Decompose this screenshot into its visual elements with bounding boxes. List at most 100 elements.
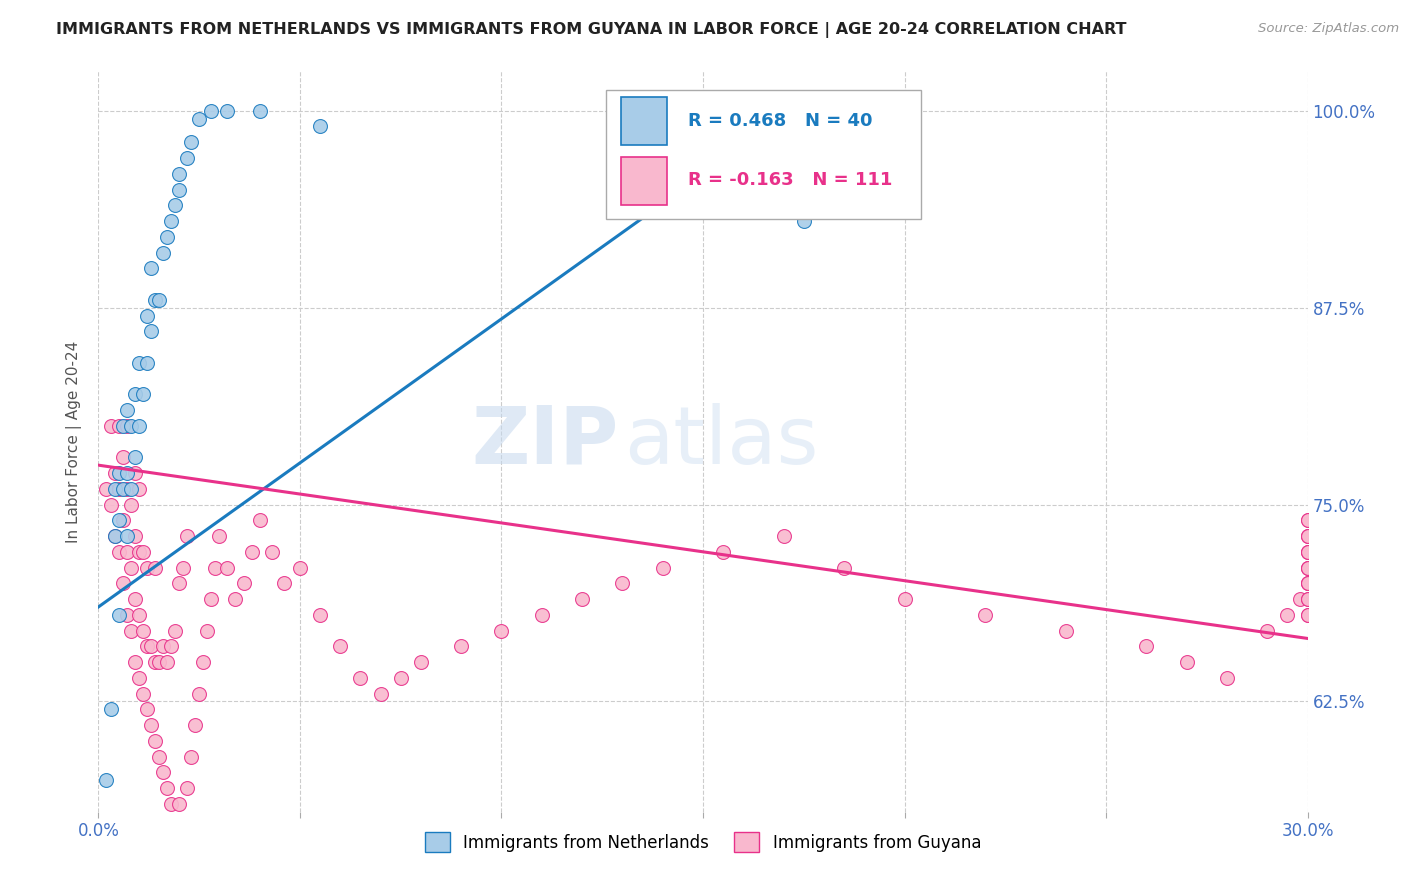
- Point: [232, 576, 254, 591]
- Point: [1296, 592, 1319, 607]
- Point: [349, 671, 371, 685]
- Point: [167, 182, 190, 196]
- Point: [167, 167, 190, 181]
- Point: [1175, 655, 1198, 669]
- Point: [120, 624, 142, 638]
- Point: [100, 498, 122, 512]
- Point: [111, 450, 134, 465]
- Point: [135, 640, 157, 654]
- Point: [120, 418, 142, 433]
- Point: [115, 466, 138, 480]
- Point: [111, 482, 134, 496]
- Point: [132, 687, 155, 701]
- Point: [120, 560, 142, 574]
- Point: [107, 466, 129, 480]
- Text: R = 0.468   N = 40: R = 0.468 N = 40: [689, 112, 873, 130]
- Point: [156, 229, 179, 244]
- Point: [612, 576, 634, 591]
- Point: [1296, 529, 1319, 543]
- Point: [124, 592, 146, 607]
- Point: [100, 702, 122, 716]
- Point: [128, 545, 150, 559]
- Point: [193, 655, 215, 669]
- Point: [188, 112, 211, 126]
- Point: [249, 513, 271, 527]
- Point: [571, 592, 593, 607]
- Point: [370, 687, 392, 701]
- Text: Source: ZipAtlas.com: Source: ZipAtlas.com: [1258, 22, 1399, 36]
- Point: [107, 418, 129, 433]
- Point: [96, 773, 118, 788]
- Point: [1296, 560, 1319, 574]
- Point: [160, 214, 183, 228]
- Point: [107, 607, 129, 622]
- Point: [107, 513, 129, 527]
- Point: [893, 592, 915, 607]
- Point: [309, 607, 332, 622]
- Point: [115, 482, 138, 496]
- Point: [115, 529, 138, 543]
- Point: [148, 749, 170, 764]
- Point: [1296, 545, 1319, 559]
- Point: [1288, 592, 1310, 607]
- Point: [1054, 624, 1077, 638]
- Point: [200, 592, 222, 607]
- Point: [135, 560, 157, 574]
- FancyBboxPatch shape: [621, 97, 666, 145]
- Point: [176, 529, 198, 543]
- Point: [107, 545, 129, 559]
- Point: [692, 143, 714, 157]
- Point: [152, 765, 174, 780]
- Point: [163, 813, 186, 827]
- Point: [172, 813, 194, 827]
- Point: [176, 151, 198, 165]
- Point: [115, 545, 138, 559]
- FancyBboxPatch shape: [621, 156, 666, 204]
- Point: [772, 529, 794, 543]
- Point: [103, 529, 125, 543]
- Point: [128, 607, 150, 622]
- Point: [273, 576, 295, 591]
- Point: [156, 781, 179, 796]
- Point: [260, 545, 283, 559]
- Point: [208, 529, 231, 543]
- Point: [111, 576, 134, 591]
- Point: [132, 624, 155, 638]
- Point: [163, 198, 186, 212]
- Point: [139, 718, 162, 732]
- Point: [195, 624, 218, 638]
- Point: [128, 482, 150, 496]
- Point: [160, 797, 183, 811]
- Point: [249, 103, 271, 118]
- Point: [711, 545, 734, 559]
- Point: [152, 640, 174, 654]
- Point: [103, 482, 125, 496]
- Point: [1135, 640, 1157, 654]
- Point: [139, 640, 162, 654]
- Point: [115, 607, 138, 622]
- Point: [832, 560, 855, 574]
- Point: [96, 482, 118, 496]
- Point: [152, 245, 174, 260]
- Point: [1296, 592, 1319, 607]
- Point: [1296, 529, 1319, 543]
- Point: [1277, 607, 1299, 622]
- Point: [124, 387, 146, 401]
- Point: [111, 418, 134, 433]
- Point: [389, 671, 412, 685]
- Point: [160, 640, 183, 654]
- Point: [329, 640, 352, 654]
- Point: [148, 293, 170, 307]
- Point: [124, 529, 146, 543]
- Point: [115, 418, 138, 433]
- Point: [135, 309, 157, 323]
- Text: atlas: atlas: [624, 402, 818, 481]
- Point: [217, 560, 239, 574]
- Point: [288, 560, 311, 574]
- Point: [107, 482, 129, 496]
- Point: [1216, 671, 1239, 685]
- Text: ZIP: ZIP: [471, 402, 619, 481]
- Point: [1296, 560, 1319, 574]
- Point: [1296, 576, 1319, 591]
- Point: [1296, 607, 1319, 622]
